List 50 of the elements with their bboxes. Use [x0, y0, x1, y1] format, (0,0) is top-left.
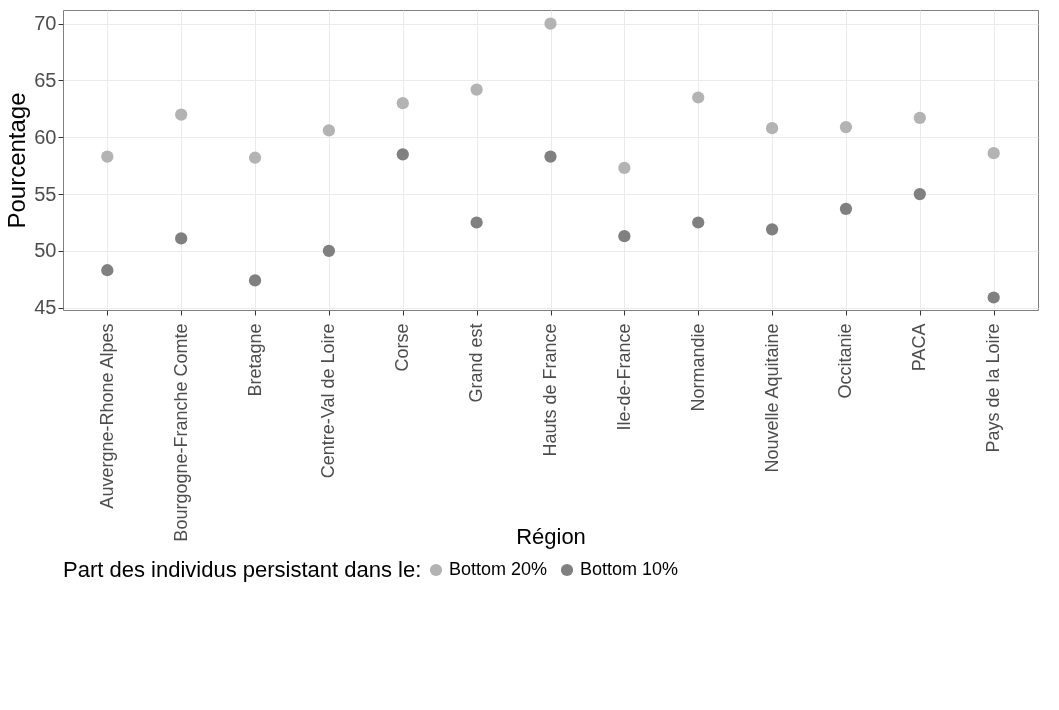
x-tick-label: Ile-de-France — [613, 323, 634, 431]
x-tick-label: Nouvelle Aquitaine — [761, 323, 782, 473]
point — [544, 17, 557, 30]
x-tick-label: Hauts de France — [540, 323, 560, 457]
point — [692, 216, 705, 229]
x-tick-label: Bretagne — [244, 323, 265, 397]
point — [839, 120, 853, 134]
y-tick-label: 70 — [34, 12, 57, 35]
point — [248, 274, 262, 287]
y-tick-label: 60 — [34, 125, 57, 148]
legend-label: Bottom 20% — [449, 559, 548, 579]
y-tick-label: 50 — [34, 239, 57, 262]
legend-label: Bottom 10% — [580, 559, 679, 579]
x-tick-label: Occitanie — [835, 323, 856, 399]
point — [765, 122, 779, 135]
point — [322, 244, 336, 258]
point — [987, 291, 1000, 304]
x-axis-title: Région — [516, 523, 586, 549]
point — [248, 151, 262, 164]
x-tick-label: Auvergne-Rhone Alpes — [96, 323, 117, 509]
x-tick-label: Corse — [392, 323, 413, 372]
y-axis-title: Pourcentage — [3, 92, 31, 229]
point — [396, 97, 409, 110]
x-tick-label: Normandie — [687, 323, 708, 412]
legend-title: Part des individus persistant dans le: — [63, 557, 422, 582]
point — [913, 187, 926, 201]
point — [544, 150, 557, 163]
x-tick-label: PACA — [909, 323, 930, 372]
x-tick-label: Pays de la Loire — [983, 323, 1004, 453]
point — [987, 147, 1000, 160]
point — [396, 148, 409, 161]
point — [913, 111, 926, 125]
point — [839, 202, 853, 215]
y-tick-label: 65 — [34, 68, 57, 91]
point — [470, 216, 483, 229]
x-tick-label: Bourgogne-Franche Comte — [170, 323, 191, 542]
point — [618, 230, 631, 243]
point — [322, 124, 336, 137]
point — [618, 161, 631, 175]
point — [692, 91, 705, 104]
point — [470, 83, 483, 96]
point — [765, 223, 779, 236]
x-tick-label: Grand est — [466, 323, 487, 403]
point — [175, 108, 188, 121]
point — [101, 264, 114, 277]
x-tick-label: Centre-Val de Loire — [318, 323, 339, 479]
point — [101, 150, 114, 163]
y-tick-label: 55 — [34, 182, 57, 205]
y-tick-label: 45 — [34, 296, 57, 319]
point — [175, 232, 188, 245]
